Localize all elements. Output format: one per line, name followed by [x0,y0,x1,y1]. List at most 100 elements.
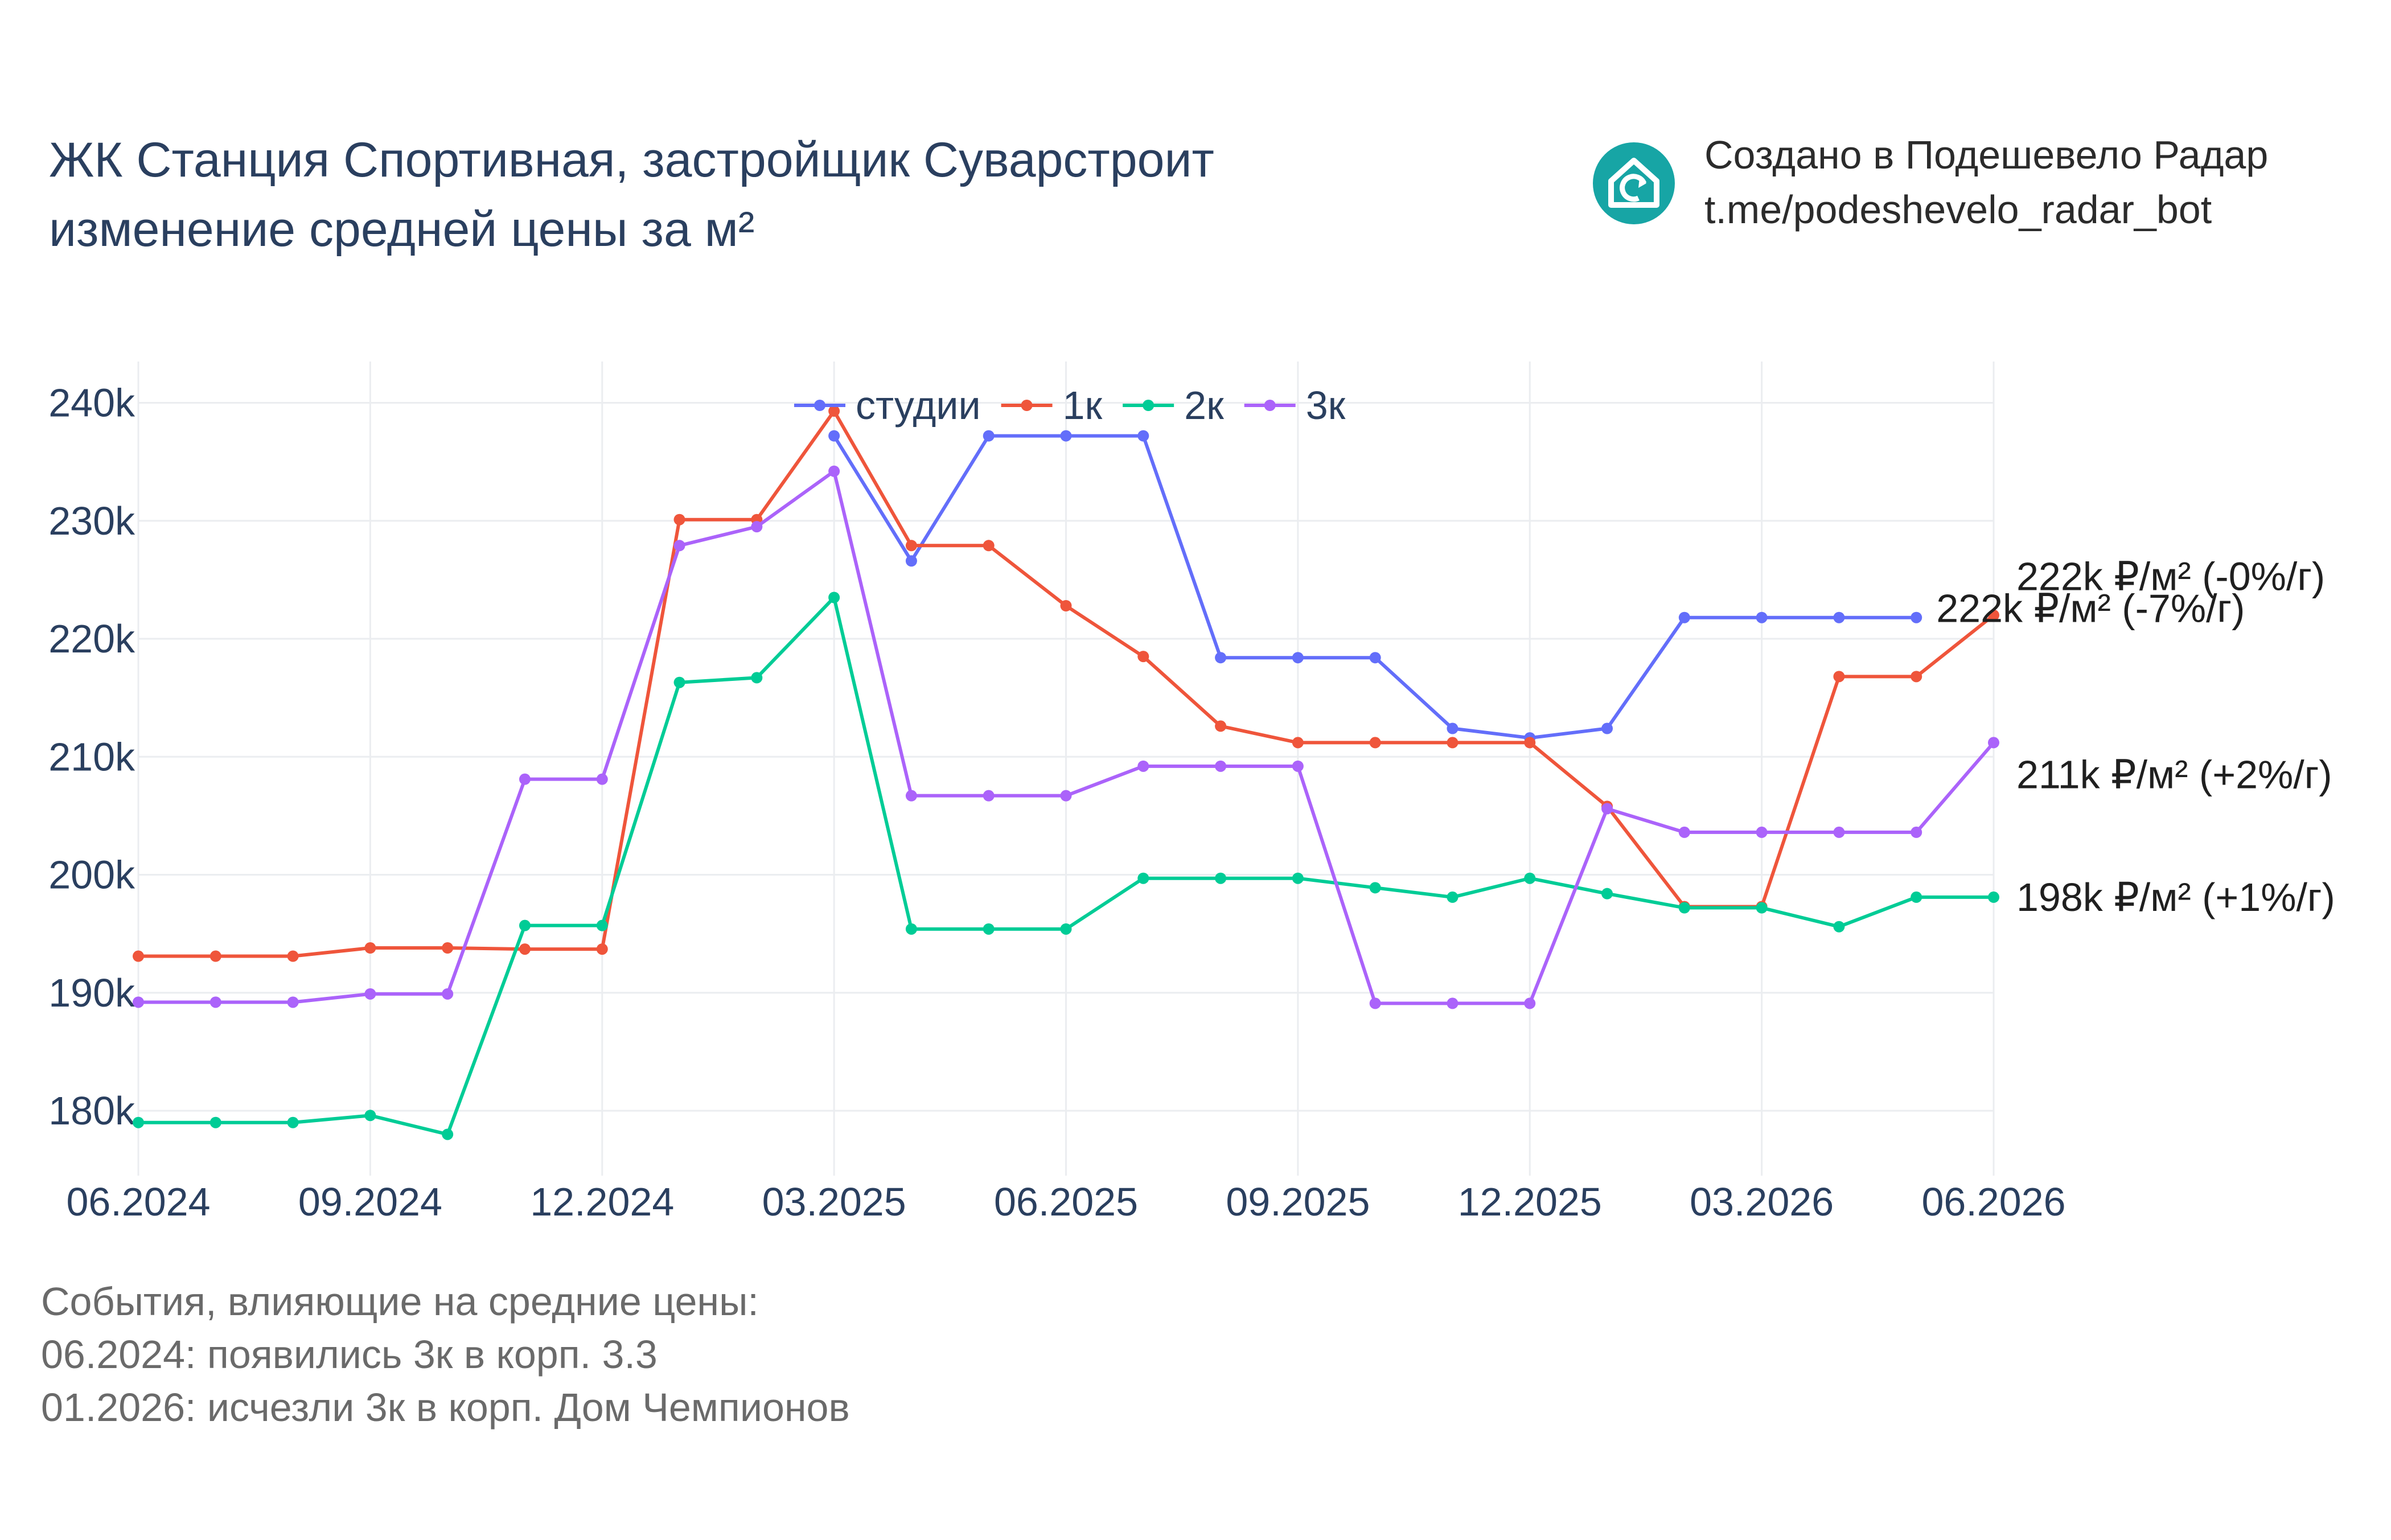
series-3к [133,465,1999,1009]
data-point [1756,611,1768,623]
data-point [1988,737,1999,749]
data-point [1060,790,1072,802]
data-point [1447,737,1459,749]
y-tick-label: 190k [48,971,135,1015]
legend-label: студии [856,383,981,428]
legend-item: 2к [1123,383,1224,428]
data-point [673,540,685,552]
data-point [1215,760,1227,772]
legend-label: 1к [1063,383,1103,428]
chart-end-labels: 222k ₽/м² (-0%/г)222k ₽/м² (-7%/г) 211k ₽… [1936,555,2335,919]
data-point [1369,997,1381,1009]
data-point [1137,872,1149,884]
data-point [287,1116,299,1128]
data-point [673,514,685,525]
data-point [905,555,917,567]
data-point [751,521,763,533]
data-point [983,923,995,935]
legend-swatch-marker [1143,400,1155,411]
data-point [1292,872,1304,884]
brand-link[interactable]: t.me/podeshevelo_radar_bot [1704,187,2212,232]
end-value-label: 211k ₽/м² (+2%/г) [2016,752,2332,796]
data-point [983,430,995,442]
data-point [1137,760,1149,772]
series-студии [828,430,1922,744]
x-tick-label: 03.2026 [1690,1180,1834,1224]
legend-swatch-marker [1264,400,1276,411]
series-2к [133,592,1999,1140]
x-tick-label: 12.2024 [530,1180,674,1224]
data-point [1524,872,1536,884]
data-point [209,950,221,962]
data-point [905,923,917,935]
data-point [828,430,840,442]
x-tick-label: 03.2025 [762,1180,906,1224]
data-point [1292,652,1304,664]
data-point [596,919,608,931]
data-point [1911,891,1922,903]
x-tick-label: 09.2024 [298,1180,442,1224]
data-point [1292,760,1304,772]
data-point [1988,891,1999,903]
data-point [1369,737,1381,749]
data-point [1911,671,1922,683]
legend-swatch-marker [814,400,825,411]
legend-item: 3к [1244,383,1346,428]
chart-axes: 180k 190k 200k 210k 220k 230k 240k 06.2024 09.20… [48,381,2065,1224]
data-point [1060,600,1072,611]
data-point [1060,430,1072,442]
data-point [442,1128,454,1140]
end-value-label: 198k ₽/м² (+1%/г) [2016,875,2335,919]
data-point [519,773,531,785]
data-point [828,465,840,477]
events-heading: События, влияющие на средние цены: [41,1279,759,1324]
data-point [905,540,917,552]
legend-label: 3к [1306,383,1346,428]
legend-swatch-marker [1021,400,1033,411]
data-point [1678,826,1690,838]
data-point [1833,826,1845,838]
data-point [828,405,840,417]
legend-item: 1к [1001,383,1103,428]
event-item: 06.2024: появились 3к в корп. 3.3 [41,1332,658,1377]
data-point [828,592,840,603]
data-point [1137,430,1149,442]
data-point [1215,652,1227,664]
data-point [519,943,531,955]
chart-title-line1: ЖК Станция Спортивная, застройщик Суварс… [49,133,1214,187]
x-tick-label: 09.2025 [1226,1180,1370,1224]
y-tick-label: 230k [48,499,135,543]
event-item: 01.2026: исчезли 3к в корп. Дом Чемпионо… [41,1385,850,1430]
data-point [1369,882,1381,894]
data-point [1756,902,1768,914]
data-point [1601,722,1613,734]
data-point [751,672,763,684]
data-point [673,676,685,688]
series-line [832,434,1917,740]
data-point [209,1116,221,1128]
chart-title-line2: изменение средней цены за м² [49,202,754,257]
data-point [519,919,531,931]
data-point [1447,997,1459,1009]
data-point [1215,720,1227,732]
chart-legend: студии 1к 2к 3к [794,383,1346,428]
data-point [209,996,221,1008]
x-tick-label: 06.2024 [66,1180,210,1224]
x-tick-label: 06.2026 [1921,1180,2065,1224]
chart-series [133,405,1999,1140]
data-point [364,988,376,1000]
data-point [1756,826,1768,838]
data-point [442,988,454,1000]
data-point [442,942,454,954]
y-tick-label: 220k [48,617,135,661]
legend-label: 2к [1184,383,1224,428]
y-tick-label: 240k [48,381,135,425]
data-point [133,950,144,962]
data-point [1601,803,1613,815]
data-point [596,773,608,785]
y-tick-label: 180k [48,1089,135,1133]
data-point [596,943,608,955]
data-point [1601,888,1613,900]
data-point [1524,997,1536,1009]
